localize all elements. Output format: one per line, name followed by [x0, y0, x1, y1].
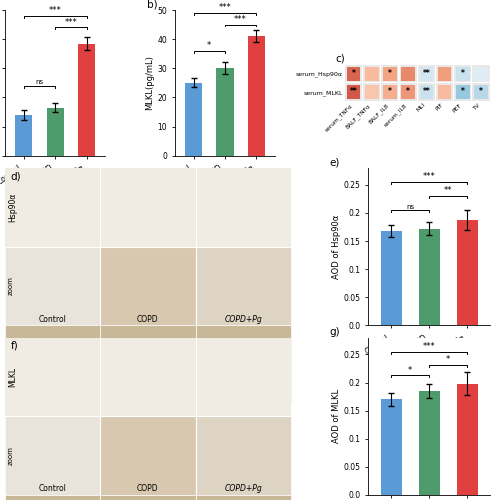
Text: *: *	[461, 70, 465, 78]
Text: **: **	[422, 88, 430, 96]
Bar	[100, 326, 196, 404]
Bar	[457, 384, 478, 495]
Bar	[100, 495, 196, 500]
Bar	[216, 68, 234, 156]
Bar	[248, 36, 265, 156]
Text: g): g)	[330, 327, 340, 337]
Bar	[456, 85, 470, 99]
Bar	[399, 84, 417, 100]
Text: d): d)	[11, 171, 21, 181]
Bar	[346, 67, 360, 80]
Bar	[419, 85, 433, 99]
Bar	[401, 85, 415, 99]
Bar	[381, 65, 398, 82]
Bar	[457, 220, 478, 326]
Text: ***: ***	[218, 4, 231, 13]
Bar	[345, 65, 362, 82]
Text: ***: ***	[49, 6, 61, 15]
Bar	[472, 65, 490, 82]
Text: Control: Control	[39, 315, 66, 324]
Bar	[15, 115, 32, 156]
Bar	[383, 67, 397, 80]
Bar	[365, 85, 379, 99]
Text: Control: Control	[39, 484, 66, 494]
Text: MLKL: MLKL	[8, 367, 17, 387]
Text: **: **	[444, 186, 452, 196]
Bar	[363, 65, 380, 82]
Text: COPD: COPD	[137, 315, 159, 324]
Y-axis label: MLKL(pg/mL): MLKL(pg/mL)	[146, 56, 154, 110]
Text: *: *	[351, 70, 355, 78]
Bar	[185, 83, 202, 156]
Text: b): b)	[147, 0, 157, 9]
Text: zoom: zoom	[8, 276, 14, 295]
Text: ***: ***	[64, 18, 77, 27]
Text: *: *	[479, 88, 483, 96]
Bar	[365, 67, 379, 80]
Text: *: *	[408, 366, 412, 374]
Bar	[196, 495, 291, 500]
Text: ns: ns	[36, 79, 44, 85]
Bar	[419, 67, 433, 80]
Text: zoom: zoom	[8, 446, 14, 465]
Bar	[346, 85, 360, 99]
Bar	[381, 400, 401, 495]
Y-axis label: AOD of MLKL: AOD of MLKL	[332, 390, 341, 444]
Text: *: *	[461, 88, 465, 96]
Text: *: *	[207, 41, 211, 50]
Text: *: *	[388, 88, 392, 96]
Bar	[472, 84, 490, 100]
Bar	[196, 326, 291, 404]
Bar	[363, 84, 380, 100]
Text: ***: ***	[423, 342, 436, 351]
Bar	[100, 246, 196, 326]
Bar	[401, 67, 415, 80]
Text: **: **	[349, 88, 357, 96]
Text: COPD: COPD	[137, 484, 159, 494]
Bar	[100, 416, 196, 495]
Bar	[418, 65, 435, 82]
Text: **: **	[422, 70, 430, 78]
Bar	[456, 67, 470, 80]
Bar	[381, 231, 401, 326]
Bar	[419, 228, 440, 326]
Bar	[196, 416, 291, 495]
Bar	[381, 84, 398, 100]
Text: e): e)	[330, 157, 340, 167]
Bar	[454, 65, 471, 82]
Bar	[5, 495, 100, 500]
Text: Hsp90α: Hsp90α	[8, 192, 17, 222]
Text: *: *	[446, 355, 450, 364]
Bar	[196, 246, 291, 326]
Bar	[454, 84, 471, 100]
Bar	[78, 44, 95, 156]
Text: f): f)	[11, 341, 18, 351]
Bar	[5, 326, 100, 404]
Bar	[419, 391, 440, 495]
Bar	[5, 246, 100, 326]
Bar	[436, 65, 453, 82]
Text: *: *	[388, 70, 392, 78]
Text: ***: ***	[234, 15, 247, 24]
Y-axis label: AOD of Hsp90α: AOD of Hsp90α	[332, 214, 341, 279]
Bar	[383, 85, 397, 99]
Bar	[438, 67, 451, 80]
Text: ***: ***	[423, 172, 436, 182]
Bar	[418, 84, 435, 100]
Bar	[474, 67, 488, 80]
Bar	[5, 416, 100, 495]
Bar	[345, 84, 362, 100]
Bar	[436, 84, 453, 100]
Bar	[399, 65, 417, 82]
Text: ns: ns	[406, 204, 414, 210]
Text: COPD+Pg: COPD+Pg	[224, 484, 262, 494]
Text: COPD+Pg: COPD+Pg	[224, 315, 262, 324]
Bar	[47, 108, 64, 156]
Bar	[438, 85, 451, 99]
Bar	[474, 85, 488, 99]
Text: c): c)	[336, 54, 346, 64]
Text: *: *	[406, 88, 410, 96]
